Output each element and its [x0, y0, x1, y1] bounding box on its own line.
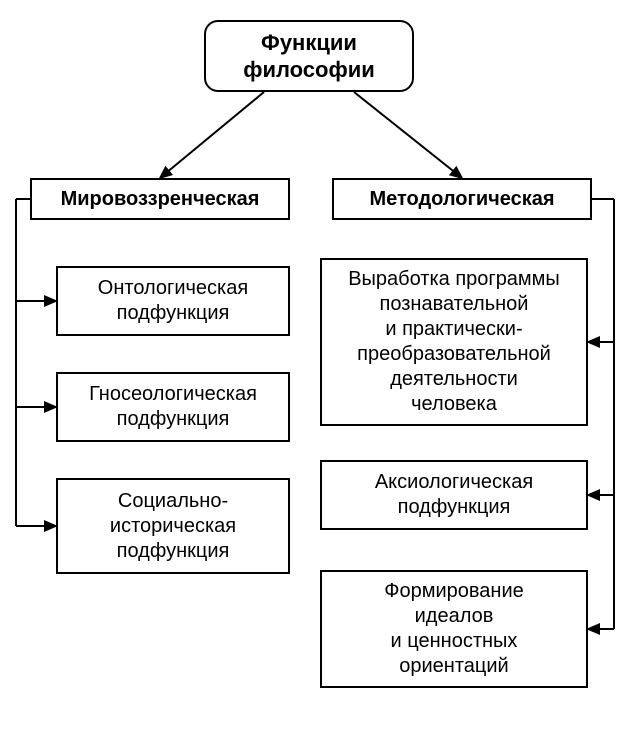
leaf-program: Выработка программыпознавательнойи практ…: [320, 258, 588, 426]
leaf-ideals-label: Формированиеидеалови ценностныхориентаци…: [384, 579, 523, 679]
leaf-ontological: Онтологическаяподфункция: [56, 266, 290, 336]
diagram-canvas: Функциифилософии Мировоззренческая Онтол…: [0, 0, 644, 755]
branch-worldview: Мировоззренческая: [30, 178, 290, 220]
leaf-axiological: Аксиологическаяподфункция: [320, 460, 588, 530]
leaf-ontological-label: Онтологическаяподфункция: [98, 276, 248, 326]
branch-worldview-label: Мировоззренческая: [61, 187, 260, 212]
branch-methodological-label: Методологическая: [369, 187, 554, 212]
root-label: Функциифилософии: [243, 29, 375, 84]
leaf-ideals: Формированиеидеалови ценностныхориентаци…: [320, 570, 588, 688]
leaf-gnoseological-label: Гносеологическаяподфункция: [89, 382, 257, 432]
leaf-axiological-label: Аксиологическаяподфункция: [375, 470, 533, 520]
leaf-social-historical-label: Социально-историческаяподфункция: [110, 489, 236, 564]
leaf-social-historical: Социально-историческаяподфункция: [56, 478, 290, 574]
branch-methodological: Методологическая: [332, 178, 592, 220]
leaf-gnoseological: Гносеологическаяподфункция: [56, 372, 290, 442]
leaf-program-label: Выработка программыпознавательнойи практ…: [348, 267, 560, 417]
root-node: Функциифилософии: [204, 20, 414, 92]
